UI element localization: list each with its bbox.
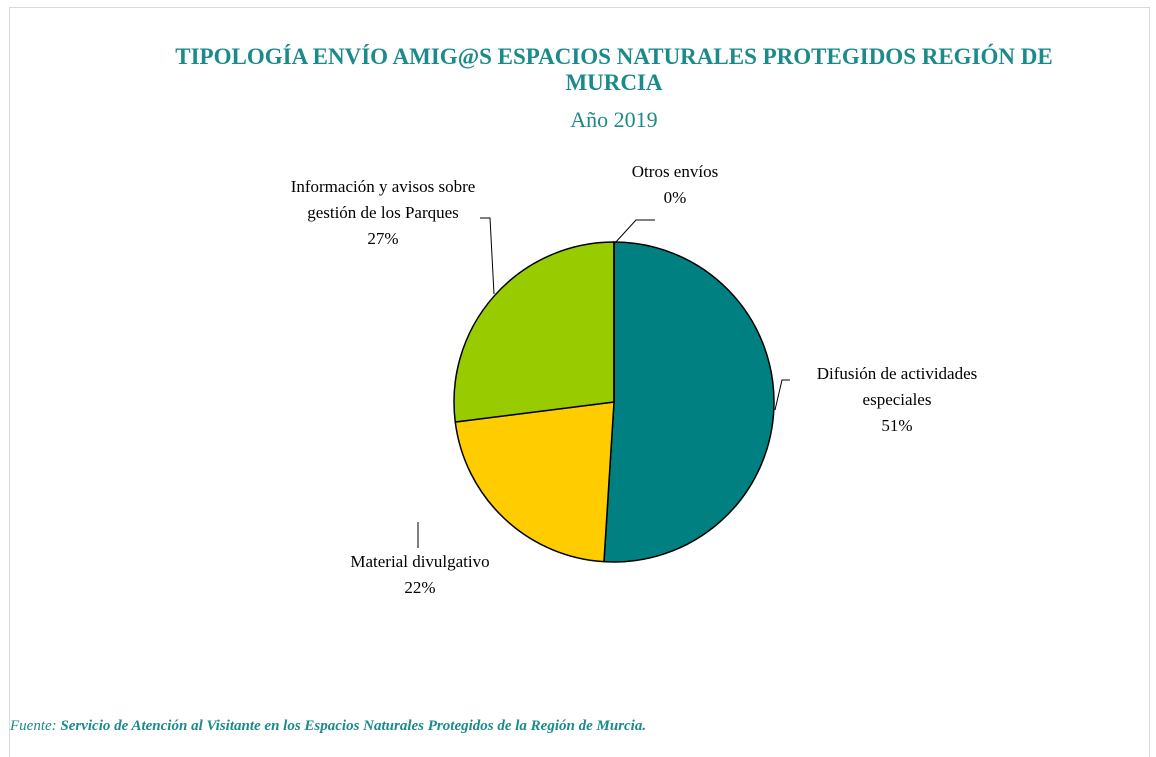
leader-line: [480, 217, 495, 295]
category-label: Otros envíos: [631, 162, 719, 181]
pie: [453, 241, 775, 563]
value-label: 0%: [663, 188, 687, 207]
category-label: Información y avisos sobre gestión de lo…: [290, 177, 476, 222]
leader-lines: [417, 217, 790, 548]
source-text: Servicio de Atención al Visitante en los…: [60, 718, 647, 734]
leader-line: [614, 219, 655, 244]
source-note: Fuente: Servicio de Atención al Visitant…: [10, 718, 646, 735]
category-label: Difusión de actividades especiales: [816, 364, 978, 409]
value-label: 27%: [367, 229, 399, 248]
data-label: Difusión de actividades especiales 51%: [790, 361, 1005, 439]
data-label: Material divulgativo 22%: [310, 549, 530, 601]
pie-slice: [453, 241, 615, 423]
value-label: 51%: [881, 416, 913, 435]
value-label: 22%: [404, 578, 436, 597]
category-label: Material divulgativo: [350, 552, 490, 571]
chart-title: TIPOLOGÍA ENVÍO AMIG@S ESPACIOS NATURALE…: [175, 44, 1053, 95]
data-label: Otros envíos 0%: [595, 159, 755, 211]
leader-line: [774, 379, 790, 411]
chart-frame: [9, 7, 1150, 757]
pie-slice: [454, 401, 615, 563]
pie-slice: [603, 241, 775, 563]
chart-subtitle: Año 2019: [570, 107, 658, 132]
source-label: Fuente:: [10, 718, 57, 734]
data-label: Información y avisos sobre gestión de lo…: [288, 174, 478, 252]
